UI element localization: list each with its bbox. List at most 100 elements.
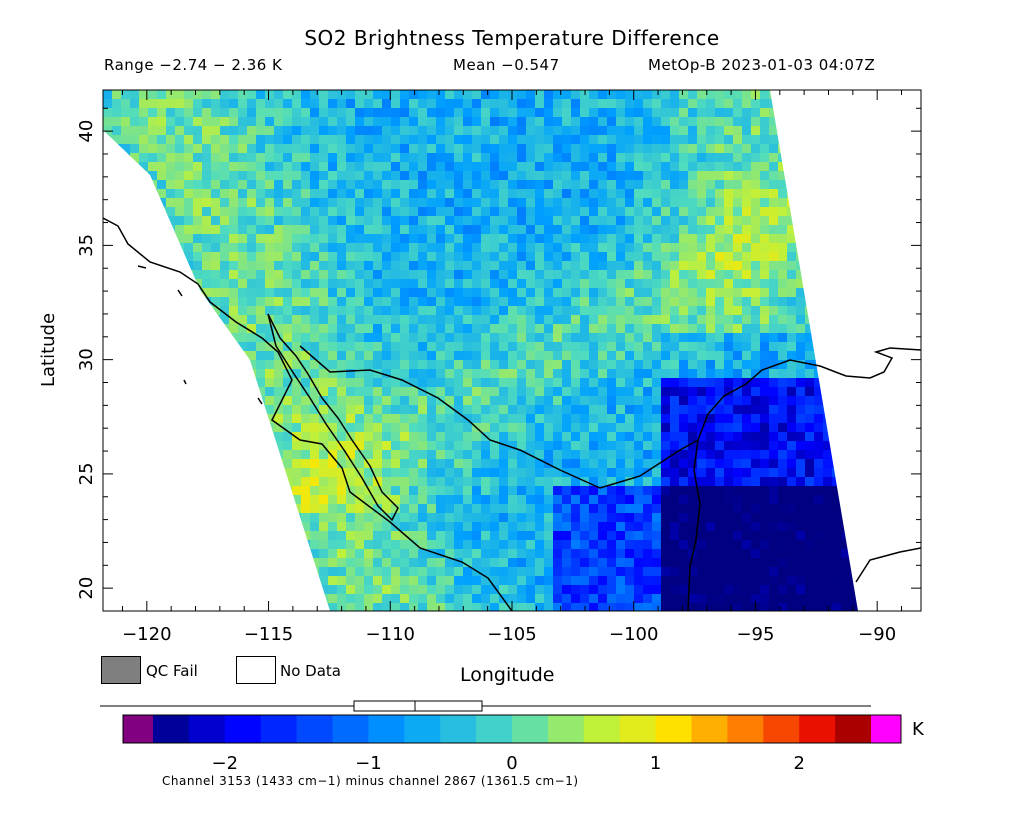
swath-cell xyxy=(715,189,724,198)
swath-cell xyxy=(256,126,265,135)
swath-cell xyxy=(337,486,346,495)
swath-cell xyxy=(796,234,805,243)
swath-cell xyxy=(850,477,858,486)
swath-cell xyxy=(652,189,661,198)
swath-cell xyxy=(733,450,742,459)
swath-cell xyxy=(562,369,571,378)
swath-cell xyxy=(274,108,283,117)
swath-cell xyxy=(733,522,742,531)
swath-cell xyxy=(670,252,679,261)
swath-cell xyxy=(886,180,895,189)
swath-cell xyxy=(274,297,283,306)
swath-cell xyxy=(382,441,391,450)
swath-cell xyxy=(400,108,409,117)
swath-cell xyxy=(643,171,652,180)
swath-cell xyxy=(571,360,580,369)
swath-cell xyxy=(634,558,643,567)
swath-cell xyxy=(247,135,256,144)
swath-cell xyxy=(310,90,319,99)
swath-cell xyxy=(616,342,625,351)
swath-cell xyxy=(553,108,562,117)
swath-cell xyxy=(868,216,877,225)
swath-cell xyxy=(859,333,868,342)
swath-cell xyxy=(850,279,858,288)
swath-cell xyxy=(238,207,247,216)
swath-cell xyxy=(220,261,229,270)
swath-cell xyxy=(346,531,355,540)
swath-cell xyxy=(364,270,373,279)
swath-cell xyxy=(328,198,337,207)
swath-cell xyxy=(427,135,436,144)
swath-cell xyxy=(553,450,562,459)
swath-cell xyxy=(346,441,355,450)
swath-cell xyxy=(436,315,445,324)
swath-cell xyxy=(193,549,202,558)
swath-cell xyxy=(373,432,382,441)
swath-cell xyxy=(130,477,139,486)
swath-cell xyxy=(526,495,535,504)
swath-cell xyxy=(742,432,751,441)
swath-cell xyxy=(634,432,643,441)
swath-cell xyxy=(292,144,301,153)
swath-cell xyxy=(832,126,841,135)
swath-cell xyxy=(688,468,697,477)
swath-cell xyxy=(454,126,463,135)
swath-cell xyxy=(562,315,571,324)
swath-cell xyxy=(400,261,409,270)
swath-cell xyxy=(310,252,319,261)
swath-cell xyxy=(895,333,904,342)
swath-cell xyxy=(688,216,697,225)
swath-cell xyxy=(553,126,562,135)
swath-cell xyxy=(868,198,877,207)
swath-cell xyxy=(508,351,517,360)
swath-cell xyxy=(148,306,157,315)
swath-cell xyxy=(139,216,148,225)
swath-cell xyxy=(778,576,787,585)
swath-cell xyxy=(391,567,400,576)
swath-cell xyxy=(814,351,823,360)
swath-cell xyxy=(256,162,265,171)
swath-cell xyxy=(436,216,445,225)
swath-cell xyxy=(274,369,283,378)
swath-cell xyxy=(463,297,472,306)
swath-cell xyxy=(373,315,382,324)
swath-cell xyxy=(724,378,733,387)
swath-cell xyxy=(337,180,346,189)
swath-cell xyxy=(670,216,679,225)
swath-cell xyxy=(742,180,751,189)
swath-cell xyxy=(238,144,247,153)
swath-cell xyxy=(103,279,112,288)
swath-cell xyxy=(337,252,346,261)
swath-cell xyxy=(589,99,598,108)
swath-cell xyxy=(445,324,454,333)
swath-cell xyxy=(697,450,706,459)
swath-cell xyxy=(319,477,328,486)
swath-cell xyxy=(247,189,256,198)
swath-cell xyxy=(346,549,355,558)
swath-cell xyxy=(724,315,733,324)
swath-cell xyxy=(463,207,472,216)
swath-cell xyxy=(481,108,490,117)
swath-cell xyxy=(733,342,742,351)
swath-cell xyxy=(130,279,139,288)
swath-cell xyxy=(247,351,256,360)
swath-cell xyxy=(202,108,211,117)
swath-cell xyxy=(760,270,769,279)
swath-cell xyxy=(355,216,364,225)
swath-cell xyxy=(481,117,490,126)
swath-cell xyxy=(661,261,670,270)
swath-cell xyxy=(616,459,625,468)
swath-cell xyxy=(121,315,130,324)
swath-cell xyxy=(292,279,301,288)
swath-cell xyxy=(292,288,301,297)
swath-cell xyxy=(202,198,211,207)
swath-cell xyxy=(589,369,598,378)
swath-cell xyxy=(805,270,814,279)
swath-cell xyxy=(274,288,283,297)
swath-cell xyxy=(697,90,706,99)
swath-cell xyxy=(121,576,130,585)
swath-cell xyxy=(616,144,625,153)
swath-cell xyxy=(544,342,553,351)
swath-cell xyxy=(445,279,454,288)
swath-cell xyxy=(796,153,805,162)
